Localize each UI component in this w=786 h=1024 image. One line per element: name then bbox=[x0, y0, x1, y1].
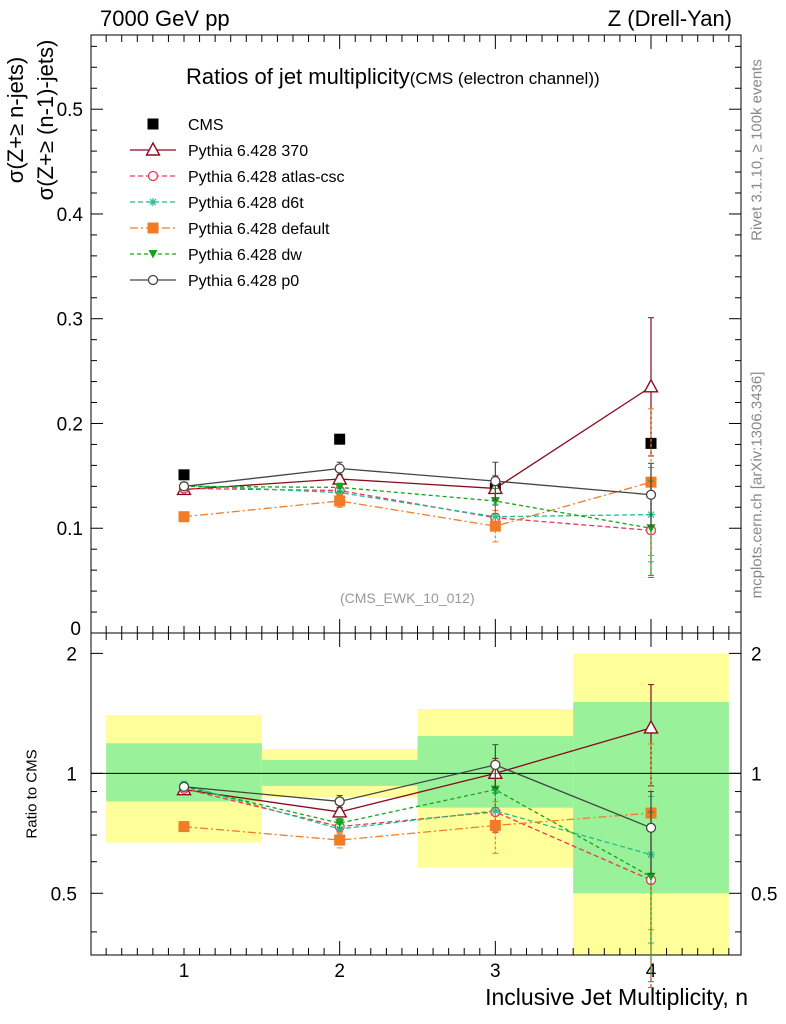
series-line bbox=[183, 764, 652, 829]
series-point bbox=[645, 489, 657, 500]
series-point bbox=[489, 520, 501, 532]
series-point bbox=[335, 824, 344, 833]
header-left: 7000 GeV pp bbox=[100, 6, 230, 31]
series-point bbox=[646, 872, 656, 882]
rivet-label: Rivet 3.1.10, ≥ 100k events bbox=[748, 59, 766, 241]
series-point bbox=[490, 759, 501, 771]
series-point bbox=[335, 483, 345, 492]
series-point bbox=[489, 819, 501, 831]
x-axis-title: Inclusive Jet Multiplicity, n bbox=[485, 984, 748, 1010]
series-point bbox=[334, 463, 345, 474]
mcplots-label: mcplots.cern.ch [arXiv:1306.3436] bbox=[748, 371, 766, 599]
xtick-label: 1 bbox=[179, 961, 190, 982]
top-ylabel-denominator: σ(Z+≥ (n-1)-jets) bbox=[33, 39, 58, 201]
bottom-frame bbox=[90, 632, 742, 956]
series-point bbox=[643, 378, 659, 393]
series-line bbox=[183, 485, 652, 529]
chart-subtitle: (CMS (electron channel)) bbox=[409, 69, 600, 88]
header-right: Z (Drell-Yan) bbox=[607, 6, 732, 31]
legend-label: CMS bbox=[188, 117, 224, 134]
top-ytick-label: 0.3 bbox=[57, 310, 83, 331]
series-point bbox=[643, 719, 659, 734]
legend-label: Pythia 6.428 p0 bbox=[188, 273, 299, 290]
series-point bbox=[335, 488, 344, 497]
bottom-ytick-label-right: 2 bbox=[751, 644, 762, 665]
series-point bbox=[178, 511, 190, 523]
series-line bbox=[183, 727, 652, 813]
top-ytick-label: 0.5 bbox=[57, 100, 83, 121]
legend-label: Pythia 6.428 370 bbox=[188, 143, 308, 160]
legend-marker bbox=[147, 118, 159, 130]
series-point bbox=[334, 834, 346, 846]
series-point bbox=[178, 481, 190, 492]
series-point bbox=[645, 822, 657, 833]
legend-marker bbox=[147, 170, 159, 182]
legend-marker bbox=[145, 141, 161, 156]
legend-marker bbox=[147, 222, 159, 234]
series-line bbox=[183, 467, 652, 496]
top-ytick-label: 0.2 bbox=[57, 414, 83, 435]
cms-point bbox=[334, 433, 346, 445]
legend-label: Pythia 6.428 d6t bbox=[188, 195, 304, 212]
legend-label: Pythia 6.428 atlas-csc bbox=[188, 169, 345, 186]
bottom-ytick-label: 2 bbox=[66, 644, 77, 665]
bottom-ytick-label: 1 bbox=[66, 764, 77, 785]
series-line bbox=[183, 784, 652, 856]
series-point bbox=[490, 497, 500, 506]
xtick-label: 2 bbox=[334, 961, 345, 982]
xtick-label: 3 bbox=[490, 961, 501, 982]
legend-marker bbox=[147, 274, 159, 286]
legend-marker bbox=[149, 198, 157, 206]
top-ylabel-numerator: σ(Z+≥ n-jets) bbox=[3, 56, 28, 184]
series-point bbox=[178, 821, 190, 833]
series-point bbox=[491, 806, 500, 815]
watermark: (CMS_EWK_10_012) bbox=[340, 590, 475, 606]
legend-label: Pythia 6.428 dw bbox=[188, 247, 302, 264]
chart-title: Ratios of jet multiplicity(CMS (electron… bbox=[186, 64, 600, 90]
bottom-ylabel: Ratio to CMS bbox=[23, 749, 41, 839]
series-point bbox=[490, 475, 501, 487]
series-point bbox=[335, 819, 345, 828]
bottom-ytick-label-right: 0.5 bbox=[751, 884, 777, 905]
series-point bbox=[334, 796, 345, 807]
series-line bbox=[183, 481, 652, 527]
bottom-ytick-label: 0.5 bbox=[51, 884, 77, 905]
series-point bbox=[331, 803, 348, 818]
series-line bbox=[183, 484, 652, 518]
series-line bbox=[183, 386, 652, 491]
series-line bbox=[183, 812, 652, 841]
top-ytick-label: 0.4 bbox=[57, 205, 84, 226]
series-line bbox=[183, 788, 652, 881]
series-point bbox=[334, 495, 346, 507]
series-line bbox=[183, 786, 652, 878]
legend-marker bbox=[148, 250, 158, 259]
chart-title-main: Ratios of jet multiplicity bbox=[186, 64, 410, 89]
top-ytick-label: 0.1 bbox=[57, 519, 83, 540]
top-ytick-label-zero: 0 bbox=[70, 619, 81, 640]
bottom-ytick-label-right: 1 bbox=[751, 764, 762, 785]
series-point bbox=[178, 781, 190, 792]
legend-label: Pythia 6.428 default bbox=[188, 221, 330, 238]
cms-point bbox=[178, 469, 190, 481]
